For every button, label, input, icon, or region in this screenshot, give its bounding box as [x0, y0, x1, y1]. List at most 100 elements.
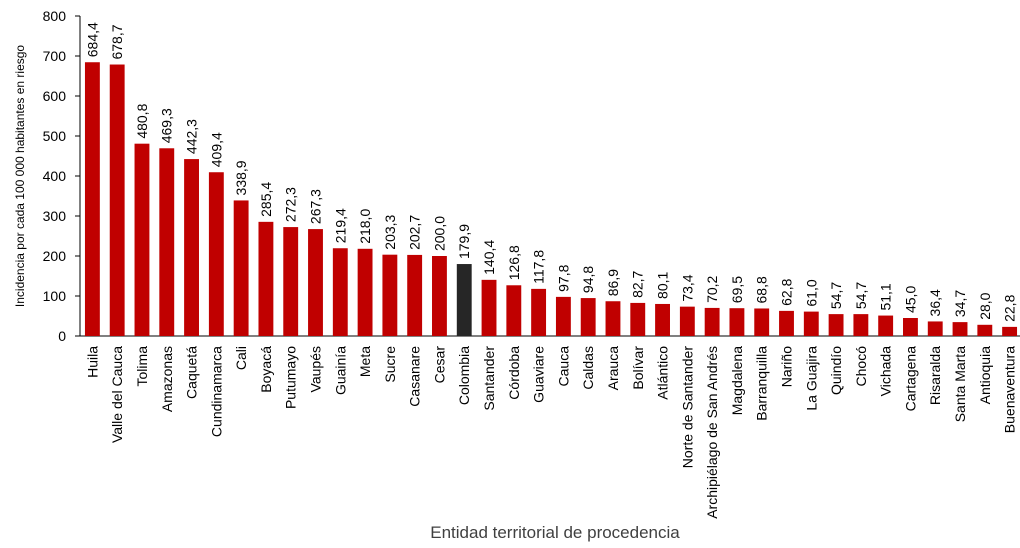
x-tick-label: Meta: [357, 346, 373, 377]
y-tick-label: 700: [43, 48, 67, 64]
bar: [481, 279, 497, 336]
bar: [506, 285, 522, 336]
value-label: 68,8: [754, 276, 770, 303]
y-axis-title: Incidencia por cada 100 000 habitantes e…: [13, 45, 27, 308]
bar: [184, 159, 199, 336]
x-tick-label: Arauca: [605, 346, 621, 391]
bar: [283, 227, 299, 336]
value-label: 34,7: [952, 290, 968, 317]
bar: [630, 302, 646, 336]
x-tick-label: Caldas: [580, 346, 596, 390]
x-tick-label: Putumayo: [283, 346, 299, 409]
value-label: 179,9: [456, 224, 472, 259]
value-label: 80,1: [655, 271, 671, 298]
value-label: 82,7: [630, 270, 646, 297]
bar: [308, 229, 323, 336]
bar: [407, 254, 423, 336]
y-tick-label: 100: [43, 288, 67, 304]
value-label: 54,7: [828, 282, 844, 309]
y-tick-label: 400: [43, 168, 67, 184]
value-label: 469,3: [159, 108, 175, 143]
x-tick-label: Guaviare: [531, 346, 547, 403]
y-tick-label: 300: [43, 208, 67, 224]
x-tick-label: Cesar: [431, 346, 447, 384]
bar: [878, 315, 894, 336]
x-tick-label: Valle del Cauca: [109, 346, 125, 443]
bar: [853, 314, 869, 336]
bar: [332, 248, 348, 336]
value-label: 202,7: [407, 215, 423, 250]
x-tick-label: Amazonas: [159, 346, 175, 412]
bar: [357, 248, 373, 336]
y-tick-label: 200: [43, 248, 67, 264]
x-tick-label: Vichada: [878, 346, 894, 397]
value-label: 36,4: [927, 289, 943, 316]
bar: [456, 264, 472, 336]
value-label: 285,4: [258, 182, 274, 217]
bar: [432, 256, 447, 336]
bar: [531, 288, 547, 336]
x-tick-label: Cali: [233, 346, 249, 370]
bar: [679, 306, 695, 336]
bar: [233, 200, 249, 336]
bar: [803, 311, 819, 336]
x-tick-label: Boyacá: [258, 346, 274, 393]
value-label: 73,4: [679, 274, 695, 301]
value-label: 272,3: [283, 187, 299, 222]
value-label: 678,7: [109, 24, 125, 59]
bar: [977, 324, 993, 336]
value-label: 22,8: [1002, 294, 1018, 321]
value-label: 219,4: [332, 208, 348, 243]
y-tick-label: 800: [43, 8, 67, 24]
value-label: 218,0: [357, 209, 373, 244]
value-label: 86,9: [605, 269, 621, 296]
value-label: 28,0: [977, 292, 993, 319]
value-label: 70,2: [704, 275, 720, 302]
bar: [258, 221, 274, 336]
value-label: 480,8: [134, 103, 150, 138]
bar: [655, 303, 670, 336]
x-tick-label: Barranquilla: [754, 346, 770, 421]
value-label: 200,0: [431, 216, 447, 251]
y-tick-label: 600: [43, 88, 67, 104]
x-tick-label: Sucre: [382, 346, 398, 383]
x-tick-label: Santander: [481, 346, 497, 411]
value-label: 267,3: [308, 189, 324, 224]
value-label: 45,0: [902, 286, 918, 313]
x-tick-label: Vaupés: [308, 346, 324, 392]
value-label: 97,8: [555, 264, 571, 291]
value-label: 684,4: [84, 22, 100, 57]
bar: [580, 298, 596, 336]
value-label: 117,8: [531, 250, 547, 284]
x-tick-label: Huila: [84, 346, 100, 378]
y-tick-label: 500: [43, 128, 67, 144]
bar: [903, 318, 918, 336]
x-tick-label: Buenaventura: [1002, 346, 1018, 433]
x-tick-label: Santa Marta: [952, 346, 968, 422]
x-tick-label: Cauca: [555, 346, 571, 387]
bar: [1002, 326, 1018, 336]
value-label: 51,1: [878, 283, 894, 310]
x-tick-label: Atlántico: [655, 346, 671, 400]
x-tick-label: Chocó: [853, 346, 869, 387]
bar: [729, 308, 745, 336]
x-tick-label: Cartagena: [902, 346, 918, 412]
bar: [555, 296, 571, 336]
x-tick-label: Guainía: [332, 346, 348, 395]
bar: [382, 254, 398, 336]
x-tick-label: Cundinamarca: [208, 346, 224, 437]
value-label: 94,8: [580, 266, 596, 293]
x-tick-label: Caquetá: [184, 346, 200, 399]
x-tick-label: Córdoba: [506, 346, 522, 400]
value-label: 140,4: [481, 240, 497, 275]
x-tick-label: Risaralda: [927, 346, 943, 405]
bar: [134, 143, 150, 336]
x-tick-label: Casanare: [407, 346, 423, 407]
x-tick-label: Nariño: [779, 346, 795, 387]
value-label: 126,8: [506, 245, 522, 280]
bar: [828, 314, 844, 336]
value-label: 409,4: [208, 132, 224, 167]
x-tick-label: Colombia: [456, 346, 472, 405]
value-label: 69,5: [729, 276, 745, 303]
bar: [779, 310, 794, 336]
